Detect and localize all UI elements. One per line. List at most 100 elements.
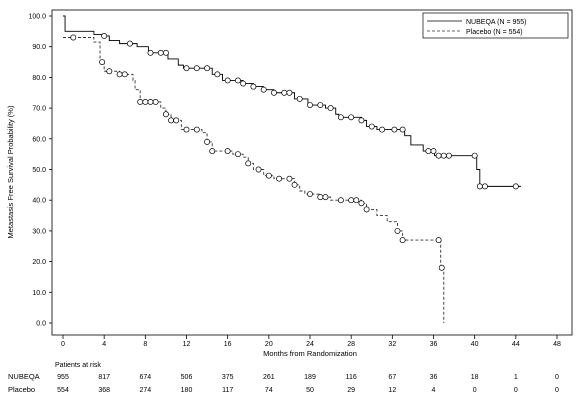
censor-mark xyxy=(358,200,365,207)
legend: NUBEQA (N = 955) Placebo (N = 554) xyxy=(422,12,569,39)
censor-mark xyxy=(399,126,406,133)
risk-count: 74 xyxy=(265,387,273,394)
censor-mark xyxy=(126,40,133,47)
censor-mark xyxy=(260,86,267,93)
censor-mark xyxy=(214,71,221,78)
risk-count: 274 xyxy=(139,387,151,394)
y-tick-label: 50.0 xyxy=(32,167,46,174)
risk-count: 29 xyxy=(347,387,355,394)
censor-mark xyxy=(327,105,334,112)
censor-mark xyxy=(281,89,288,96)
risk-count: 261 xyxy=(263,374,275,381)
risk-table: Patients at risk NUBEQA Placebo 955 817 67… xyxy=(8,362,559,394)
x-tick-label: 12 xyxy=(183,341,191,348)
y-tick-label: 30.0 xyxy=(32,228,46,235)
censor-mark xyxy=(235,77,241,84)
censor-mark xyxy=(363,206,370,213)
x-tick-label: 0 xyxy=(61,341,65,348)
y-axis: 0.0 10.0 20.0 30.0 40.0 50.0 60.0 70.0 80.0 90.0 1… xyxy=(28,14,52,328)
risk-count: 180 xyxy=(181,387,193,394)
censor-mark xyxy=(482,183,488,190)
y-tick-label: 40.0 xyxy=(32,198,46,205)
risk-count: 674 xyxy=(139,374,151,381)
censor-mark xyxy=(121,71,128,78)
censor-mark xyxy=(250,83,257,90)
x-tick-label: 36 xyxy=(430,341,438,348)
censor-mark xyxy=(445,152,452,159)
risk-row-label-nubeqa: NUBEQA xyxy=(8,372,40,381)
censor-mark xyxy=(173,117,180,124)
plot-frame xyxy=(51,9,573,336)
censor-mark xyxy=(99,59,106,66)
censor-mark xyxy=(147,99,154,105)
x-tick-label: 28 xyxy=(347,341,355,348)
censor-mark xyxy=(368,123,375,130)
risk-count: 368 xyxy=(98,387,110,394)
censor-mark xyxy=(394,227,401,234)
censor-mark xyxy=(399,237,406,244)
y-tick-label: 100.0 xyxy=(28,14,46,21)
y-tick-label: 80.0 xyxy=(32,75,46,82)
censor-mark xyxy=(358,117,365,124)
censor-mark xyxy=(348,114,355,121)
risk-count: 0 xyxy=(555,374,559,381)
censor-mark xyxy=(209,148,216,155)
risk-count: 50 xyxy=(306,387,314,394)
risk-count: 1 xyxy=(514,374,518,381)
censor-mark xyxy=(106,68,113,75)
y-tick-label: 10.0 xyxy=(32,290,46,297)
censor-mark xyxy=(101,33,108,39)
censor-mark xyxy=(255,166,262,173)
censor-mark xyxy=(286,175,293,182)
censor-mark xyxy=(183,65,190,72)
censor-mark xyxy=(317,102,324,108)
censor-mark xyxy=(193,126,200,133)
censor-mark xyxy=(471,152,478,159)
risk-count: 0 xyxy=(473,387,477,394)
risk-count: 12 xyxy=(388,387,396,394)
y-tick-label: 20.0 xyxy=(32,259,46,266)
x-tick-label: 16 xyxy=(224,341,232,348)
censor-mark xyxy=(168,117,175,124)
x-axis: 0 4 8 12 16 20 24 28 32 36 40 44 48 xyxy=(61,335,561,348)
x-tick-label: 20 xyxy=(265,341,273,348)
censor-mark xyxy=(224,148,231,155)
censor-mark xyxy=(147,49,154,56)
series-line-placebo xyxy=(63,37,445,323)
censor-mark xyxy=(265,172,272,179)
censor-mark xyxy=(322,194,329,201)
legend-box xyxy=(422,12,569,39)
censor-mark xyxy=(240,80,247,87)
risk-count: 955 xyxy=(57,374,69,381)
x-tick-label: 32 xyxy=(388,341,396,348)
risk-count: 4 xyxy=(432,387,436,394)
legend-label-nubeqa: NUBEQA (N = 955) xyxy=(466,19,527,26)
x-tick-label: 8 xyxy=(143,341,147,348)
x-tick-label: 40 xyxy=(471,341,479,348)
risk-count: 117 xyxy=(222,387,233,394)
censor-mark xyxy=(70,34,77,41)
risk-count: 817 xyxy=(98,374,110,381)
risk-count: 67 xyxy=(388,374,396,381)
y-tick-label: 0.0 xyxy=(36,321,46,328)
risk-count: 189 xyxy=(304,374,316,381)
censor-mark xyxy=(435,237,442,244)
risk-count: 506 xyxy=(181,374,193,381)
censor-mark xyxy=(353,197,360,204)
censor-mark xyxy=(438,264,445,271)
censor-mark xyxy=(379,126,385,133)
risk-count: 36 xyxy=(430,374,438,381)
censor-mark xyxy=(337,197,344,204)
censor-mark xyxy=(276,175,283,182)
y-axis-title: Metastasis Free Survival Probability (%) xyxy=(6,105,15,238)
censor-mark xyxy=(430,148,437,155)
x-tick-label: 44 xyxy=(512,341,520,348)
legend-label-placebo: Placebo (N = 554) xyxy=(466,29,523,36)
y-tick-label: 90.0 xyxy=(32,44,46,51)
censor-mark xyxy=(296,95,303,102)
risk-row-label-placebo: Placebo xyxy=(8,385,35,394)
censor-mark xyxy=(245,160,252,167)
censor-mark xyxy=(337,114,344,121)
censor-mark xyxy=(224,77,231,84)
